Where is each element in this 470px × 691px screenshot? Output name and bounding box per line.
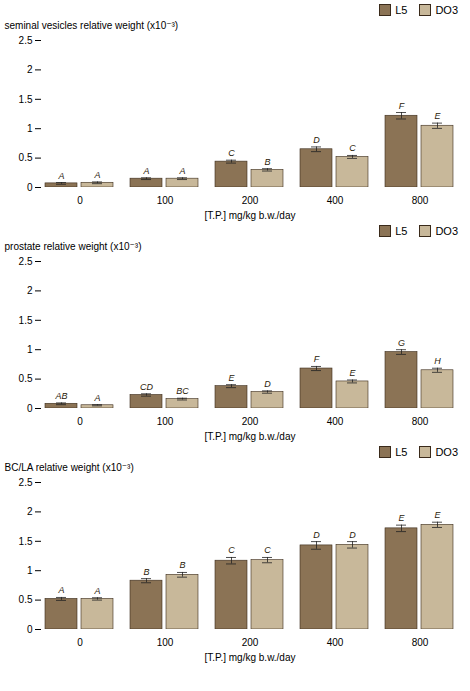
svg-text:seminal vesicles relative weig: seminal vesicles relative weight (x10⁻³) [5, 20, 179, 31]
svg-text:C: C [349, 143, 356, 153]
svg-text:C: C [264, 545, 271, 555]
svg-text:[T.P.] mg/kg b.w./day: [T.P.] mg/kg b.w./day [205, 652, 296, 663]
svg-text:B: B [179, 560, 185, 570]
svg-text:2: 2 [27, 64, 33, 75]
svg-text:400: 400 [327, 195, 344, 206]
svg-text:A: A [93, 586, 100, 596]
svg-text:200: 200 [242, 416, 259, 427]
svg-text:400: 400 [327, 416, 344, 427]
svg-text:1.5: 1.5 [19, 536, 33, 547]
svg-text:A: A [57, 171, 64, 181]
svg-text:CD: CD [140, 382, 153, 392]
svg-text:E: E [434, 111, 441, 121]
svg-text:G: G [398, 338, 405, 348]
svg-text:2.5: 2.5 [19, 256, 33, 267]
svg-text:1.5: 1.5 [19, 94, 33, 105]
svg-text:B: B [264, 157, 270, 167]
html-text:L5: L5 [395, 446, 408, 458]
svg-text:100: 100 [157, 416, 174, 427]
svg-text:800: 800 [412, 637, 429, 648]
html-text:DO3: DO3 [435, 225, 458, 237]
svg-text:200: 200 [242, 637, 259, 648]
svg-text:0.5: 0.5 [19, 373, 33, 384]
svg-text:100: 100 [157, 195, 174, 206]
html-text:L5: L5 [395, 4, 408, 16]
svg-text:D: D [313, 530, 320, 540]
svg-text:0: 0 [27, 624, 33, 635]
svg-text:B: B [143, 567, 149, 577]
html-text:DO3: DO3 [435, 446, 458, 458]
svg-text:C: C [228, 545, 235, 555]
svg-text:C: C [228, 148, 235, 158]
svg-text:E: E [398, 513, 405, 523]
svg-text:800: 800 [412, 195, 429, 206]
svg-text:A: A [142, 166, 149, 176]
svg-text:0: 0 [27, 182, 33, 193]
svg-text:2: 2 [27, 285, 33, 296]
svg-text:F: F [399, 101, 405, 111]
svg-text:2.5: 2.5 [19, 35, 33, 46]
svg-text:1: 1 [27, 344, 33, 355]
svg-text:prostate relative weight (x10⁻: prostate relative weight (x10⁻³) [5, 241, 142, 252]
svg-text:200: 200 [242, 195, 259, 206]
svg-text:A: A [93, 170, 100, 180]
svg-text:D: D [264, 379, 271, 389]
svg-text:100: 100 [157, 637, 174, 648]
svg-text:D: D [313, 135, 320, 145]
html-text:L5: L5 [395, 225, 408, 237]
svg-text:0: 0 [77, 416, 83, 427]
svg-text:800: 800 [412, 416, 429, 427]
svg-text:1.5: 1.5 [19, 315, 33, 326]
html-text:DO3: DO3 [435, 4, 458, 16]
svg-text:0: 0 [77, 195, 83, 206]
svg-text:A: A [57, 585, 64, 595]
svg-text:[T.P.] mg/kg b.w./day: [T.P.] mg/kg b.w./day [205, 210, 296, 221]
svg-text:A: A [93, 393, 100, 403]
svg-text:0: 0 [77, 637, 83, 648]
svg-text:0.5: 0.5 [19, 152, 33, 163]
svg-text:BC/LA relative weight (x10⁻³): BC/LA relative weight (x10⁻³) [5, 462, 134, 473]
svg-text:0.5: 0.5 [19, 594, 33, 605]
svg-text:E: E [349, 368, 356, 378]
svg-text:F: F [314, 354, 320, 364]
svg-text:H: H [434, 356, 441, 366]
svg-text:2.5: 2.5 [19, 477, 33, 488]
svg-text:AB: AB [54, 391, 67, 401]
svg-text:A: A [178, 166, 185, 176]
svg-text:[T.P.] mg/kg b.w./day: [T.P.] mg/kg b.w./day [205, 431, 296, 442]
svg-text:0: 0 [27, 403, 33, 414]
svg-text:1: 1 [27, 565, 33, 576]
svg-text:E: E [434, 510, 441, 520]
svg-text:400: 400 [327, 637, 344, 648]
svg-text:E: E [228, 373, 235, 383]
svg-text:D: D [349, 530, 356, 540]
svg-text:2: 2 [27, 506, 33, 517]
svg-text:BC: BC [176, 386, 189, 396]
svg-text:1: 1 [27, 123, 33, 134]
